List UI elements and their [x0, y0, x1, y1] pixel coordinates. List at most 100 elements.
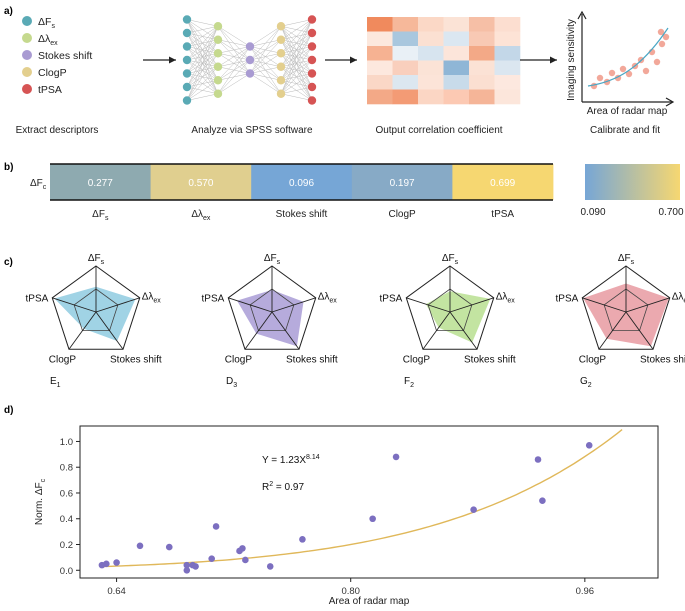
- legend-item-label: Stokes shift: [38, 50, 92, 62]
- plot-frame: [79, 425, 659, 579]
- data-point: [299, 536, 306, 543]
- network-node: [182, 28, 192, 38]
- legend-item-label: tPSA: [38, 84, 62, 96]
- radar-spoke: [625, 297, 670, 313]
- network-node: [307, 82, 317, 92]
- scatter-fit-chart: 0.0 0.2 0.4 0.6 0.8 1.0 0.64 0.80 0.96 Area of ra…: [34, 425, 659, 607]
- network-node: [276, 35, 286, 44]
- radar-axis-label: ΔFs: [88, 253, 105, 266]
- radar-spoke: [52, 297, 97, 313]
- neural-network-icon: [182, 15, 317, 105]
- network-node: [213, 22, 223, 31]
- data-point: [242, 556, 249, 564]
- radar-axis-label: ΔFs: [442, 253, 459, 266]
- caption-calibrate: Calibrate and fit: [590, 125, 660, 136]
- heatmap-icon-cell: [494, 60, 521, 76]
- correlation-heatmap-icon: [367, 17, 521, 105]
- fit-icon-point: [658, 40, 666, 48]
- radar-axis-label: Stokes shift: [110, 354, 162, 365]
- radar-axis-label: ΔFs: [618, 253, 635, 266]
- network-node: [307, 42, 317, 51]
- data-point: [534, 456, 542, 463]
- heatmap-icon-cell: [367, 46, 393, 61]
- radar-spoke: [406, 297, 451, 313]
- radar-charts: ΔFs Δλex Stokes shift ClogP tPSA E1 ΔFs Δλex Sto…: [26, 253, 685, 389]
- heatmap-icon-cell: [443, 89, 470, 105]
- radar-compound-label: F2: [404, 376, 414, 389]
- network-node: [307, 15, 317, 24]
- radar-axis-label: tPSA: [202, 294, 225, 305]
- network-node: [276, 49, 286, 58]
- panel-label-b: b): [4, 162, 13, 173]
- heatmap-icon-cell: [418, 46, 444, 61]
- radar-spoke: [449, 311, 478, 350]
- radar-spoke: [582, 297, 627, 313]
- radar-spoke: [271, 311, 300, 350]
- radar-inner-ring: [603, 288, 649, 332]
- radar-axis-label: Δλex: [318, 292, 338, 305]
- y-tick-label: 1.0: [60, 437, 73, 448]
- heatmap-cell: [351, 164, 453, 200]
- fit-icon-point: [642, 67, 650, 75]
- heatmap-icon-cell: [443, 17, 470, 32]
- legend-dot: [22, 33, 32, 43]
- network-node: [213, 89, 223, 98]
- fit-icon-point: [590, 82, 598, 90]
- radar-axis-label: ClogP: [403, 354, 431, 365]
- x-axis-label: Area of radar map: [329, 596, 410, 607]
- network-node: [245, 55, 255, 65]
- heatmap-icon-cell: [418, 60, 444, 76]
- network-node: [276, 89, 286, 98]
- radar-outline: [51, 265, 141, 350]
- heatmap-cell: [150, 164, 252, 200]
- y-tick-label: 0.6: [60, 488, 73, 499]
- radar-axis-label: ClogP: [225, 354, 253, 365]
- heatmap-icon-cell: [469, 31, 495, 47]
- radar-spoke: [598, 311, 627, 350]
- data-point: [539, 497, 546, 505]
- network-node: [182, 42, 192, 51]
- heatmap-icon-cell: [392, 75, 419, 90]
- heatmap-icon-cell: [494, 89, 521, 105]
- radar-axis-label: ClogP: [49, 354, 77, 365]
- radar-spoke: [68, 311, 97, 350]
- radar-outline: [405, 265, 495, 350]
- x-tick-label: 0.96: [576, 586, 595, 597]
- radar-outline: [581, 265, 671, 350]
- radar-spoke: [95, 297, 140, 313]
- heatmap-cell-value: 0.197: [390, 178, 415, 189]
- network-node: [182, 15, 192, 24]
- radar-spoke: [271, 297, 316, 313]
- heatmap-icon-cell: [367, 75, 393, 90]
- heatmap-icon-cell: [418, 31, 444, 47]
- network-node: [213, 49, 223, 58]
- radar-axis-label: Δλex: [142, 292, 162, 305]
- y-tick-label: 0.8: [60, 463, 73, 474]
- radar-chart: ΔFs Δλex Stokes shift ClogP tPSA D3: [202, 253, 338, 389]
- radar-spoke: [228, 297, 273, 313]
- descriptor-legend: ΔFs Δλex Stokes shift ClogP tPSA: [22, 16, 92, 96]
- legend-dot: [22, 50, 32, 60]
- heatmap-icon-cell: [418, 75, 444, 90]
- legend-item-label: ΔFs: [38, 16, 55, 30]
- radar-chart: ΔFs Δλex Stokes shift ClogP tPSA G2: [556, 253, 685, 389]
- heatmap-icon-cell: [469, 75, 495, 90]
- network-node: [213, 62, 223, 71]
- data-point: [183, 561, 191, 569]
- data-point: [212, 523, 220, 530]
- heatmap-cell: [50, 164, 151, 200]
- network-node: [307, 96, 317, 105]
- network-node: [276, 76, 286, 85]
- heatmap-icon-cell: [367, 60, 393, 76]
- heatmap-icon-cell: [418, 17, 444, 32]
- radar-inner-ring: [249, 288, 295, 332]
- heatmap-icon-cell: [392, 60, 419, 76]
- heatmap-icon-cell: [392, 46, 419, 61]
- network-node: [182, 69, 192, 78]
- caption-extract: Extract descriptors: [16, 125, 99, 136]
- panel-label-c: c): [4, 257, 13, 268]
- panel-label-a: a): [4, 6, 13, 17]
- fit-icon-point: [619, 65, 627, 73]
- network-node: [182, 82, 192, 92]
- heatmap-cell-value: 0.277: [88, 178, 113, 189]
